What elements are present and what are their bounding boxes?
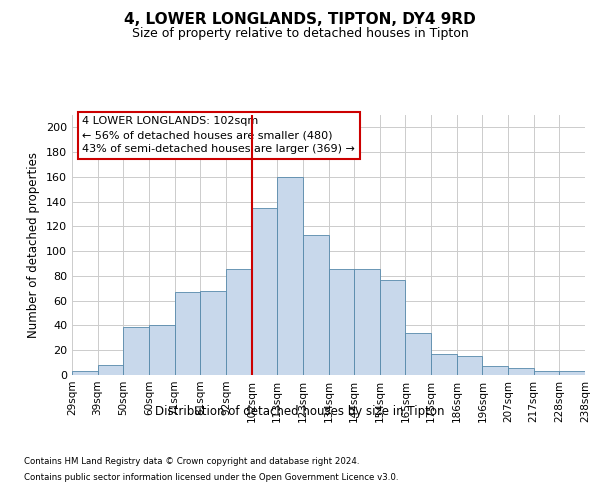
- Bar: [534, 372, 559, 375]
- Text: Distribution of detached houses by size in Tipton: Distribution of detached houses by size …: [155, 405, 445, 418]
- Bar: [277, 177, 303, 375]
- Text: 4 LOWER LONGLANDS: 102sqm
← 56% of detached houses are smaller (480)
43% of semi: 4 LOWER LONGLANDS: 102sqm ← 56% of detac…: [82, 116, 355, 154]
- Bar: [72, 372, 98, 375]
- Bar: [303, 235, 329, 375]
- Bar: [508, 368, 534, 375]
- Text: 4, LOWER LONGLANDS, TIPTON, DY4 9RD: 4, LOWER LONGLANDS, TIPTON, DY4 9RD: [124, 12, 476, 28]
- Bar: [457, 356, 482, 375]
- Bar: [251, 208, 277, 375]
- Y-axis label: Number of detached properties: Number of detached properties: [28, 152, 40, 338]
- Bar: [149, 326, 175, 375]
- Bar: [559, 372, 585, 375]
- Bar: [200, 291, 226, 375]
- Bar: [124, 326, 149, 375]
- Bar: [98, 365, 124, 375]
- Bar: [329, 268, 354, 375]
- Text: Contains HM Land Registry data © Crown copyright and database right 2024.: Contains HM Land Registry data © Crown c…: [24, 458, 359, 466]
- Bar: [354, 268, 380, 375]
- Bar: [175, 292, 200, 375]
- Text: Contains public sector information licensed under the Open Government Licence v3: Contains public sector information licen…: [24, 472, 398, 482]
- Bar: [431, 354, 457, 375]
- Bar: [482, 366, 508, 375]
- Bar: [406, 333, 431, 375]
- Bar: [380, 280, 406, 375]
- Text: Size of property relative to detached houses in Tipton: Size of property relative to detached ho…: [131, 28, 469, 40]
- Bar: [226, 268, 251, 375]
